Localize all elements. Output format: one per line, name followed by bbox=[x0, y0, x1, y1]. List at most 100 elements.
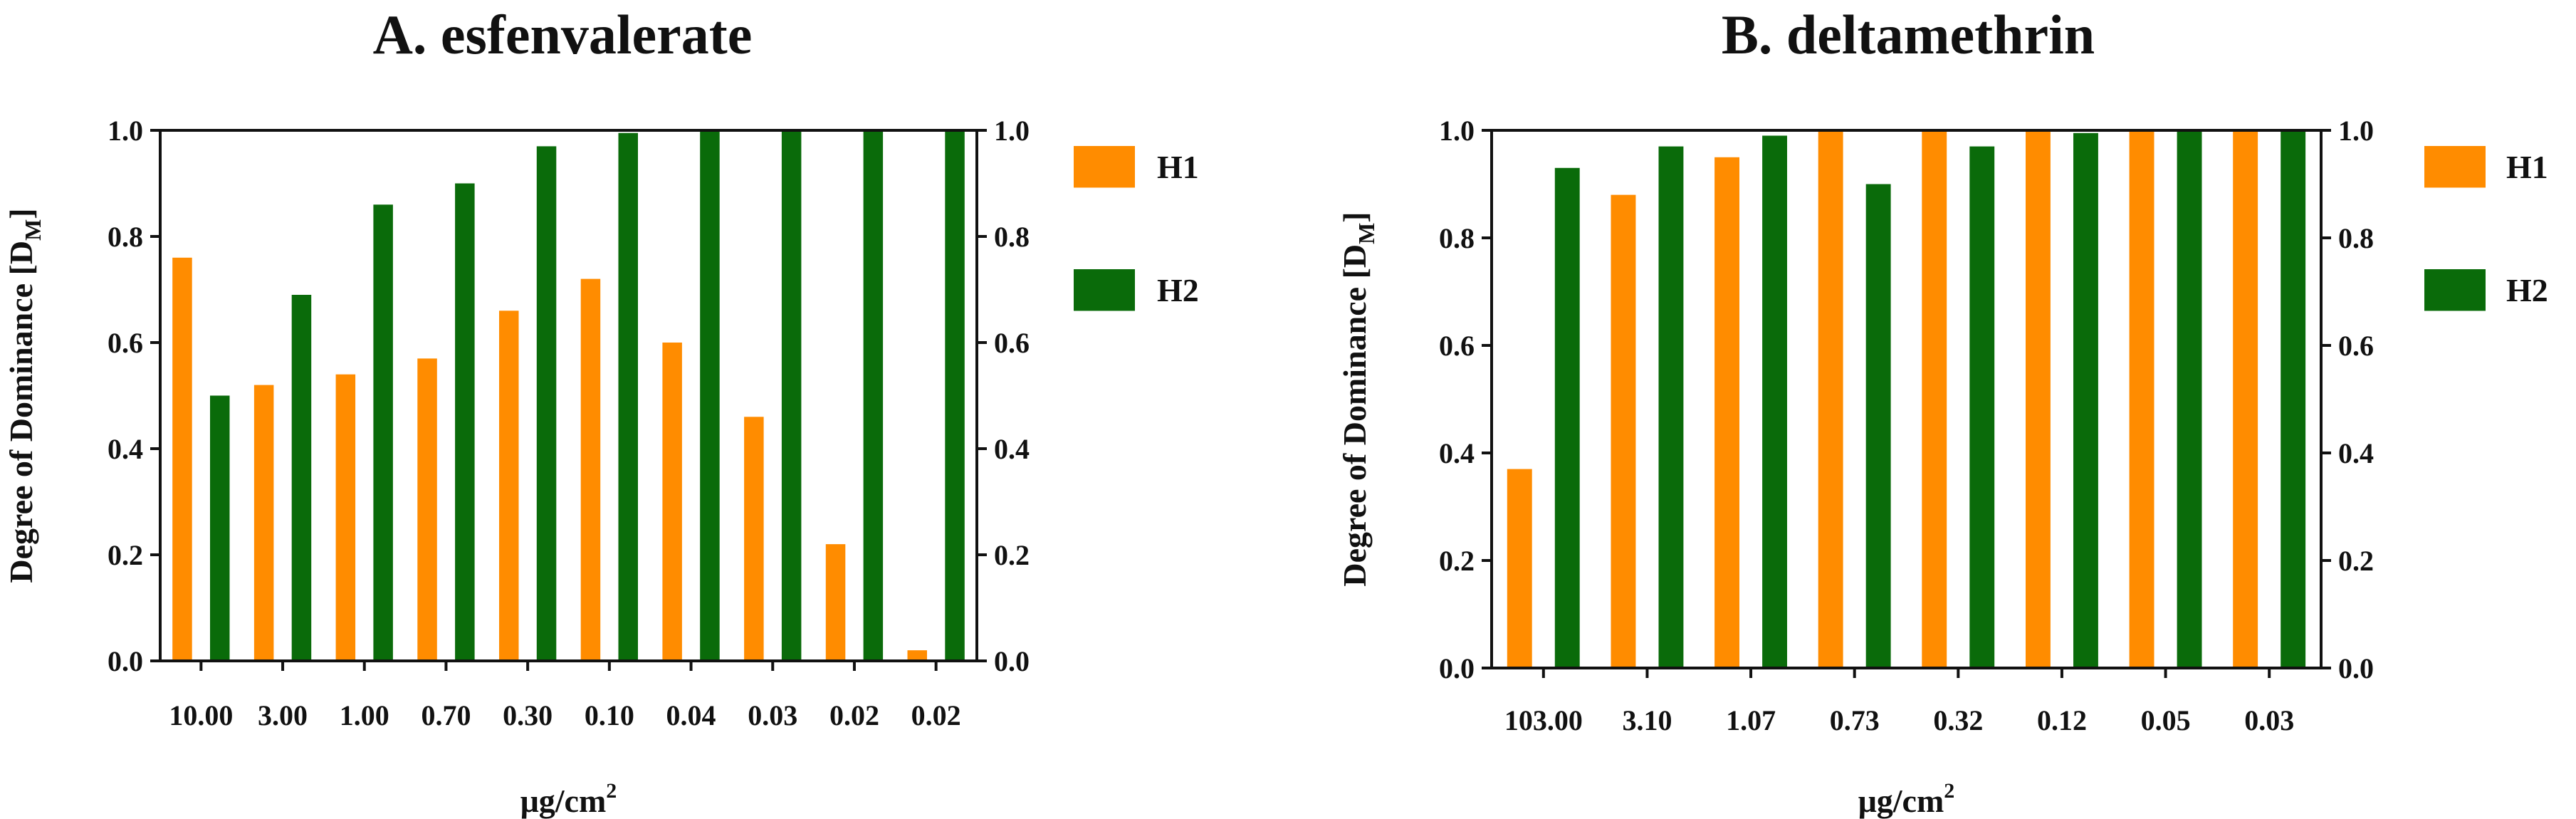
y-tick-right-label: 0.4 bbox=[994, 433, 1030, 465]
bar-h2-2 bbox=[1762, 135, 1787, 668]
bar-h1-1 bbox=[1611, 194, 1636, 669]
y-tick-left-label: 0.8 bbox=[1439, 222, 1475, 254]
y-tick-left-label: 0.6 bbox=[1439, 330, 1475, 362]
y-axis-title-main: Degree of Dominance [D bbox=[1336, 244, 1373, 587]
y-tick-right-label: 0.8 bbox=[994, 221, 1030, 253]
bar-h1-9 bbox=[907, 650, 927, 661]
chart-title: A. esfenvalerate bbox=[373, 4, 753, 66]
legend-label-h2: H2 bbox=[1157, 272, 1199, 308]
bar-h2-7 bbox=[781, 130, 802, 661]
x-tick-label: 0.03 bbox=[748, 699, 797, 731]
x-tick-label: 3.00 bbox=[258, 699, 308, 731]
chart-title: B. deltamethrin bbox=[1722, 4, 2095, 66]
bar-h1-3 bbox=[417, 358, 437, 661]
x-tick-label: 0.05 bbox=[2141, 704, 2191, 736]
bar-h1-0 bbox=[172, 257, 192, 661]
chart-b: B. deltamethrin 0.0 0.2 0.4 0.6 0.8 1.0 0.0 0.2 0… bbox=[1336, 4, 2548, 819]
x-axis-title-main: μg/cm bbox=[1858, 783, 1944, 819]
bar-h2-2 bbox=[373, 204, 393, 661]
y-axis-title-close: ] bbox=[3, 208, 39, 219]
y-tick-right-label: 0.2 bbox=[2338, 545, 2374, 577]
bar-h2-0 bbox=[210, 395, 230, 661]
y-tick-left-label: 0.4 bbox=[108, 433, 143, 465]
bar-h2-5 bbox=[618, 132, 638, 661]
bar-h1-0 bbox=[1507, 469, 1532, 668]
y-tick-left-label: 0.2 bbox=[108, 539, 143, 571]
bar-h1-5 bbox=[2026, 130, 2051, 668]
bar-h1-5 bbox=[580, 278, 601, 662]
bar-h2-9 bbox=[945, 130, 965, 661]
y-tick-left-label: 0.2 bbox=[1439, 545, 1475, 577]
x-tick-label: 1.07 bbox=[1726, 704, 1776, 736]
y-axis-title: Degree of Dominance [DM] bbox=[1336, 212, 1379, 586]
bar-h2-6 bbox=[700, 130, 720, 661]
x-tick-label: 103.00 bbox=[1504, 704, 1583, 736]
bar-h2-3 bbox=[1865, 184, 1891, 668]
x-axis-title: μg/cm2 bbox=[520, 779, 617, 819]
x-tick-label: 0.02 bbox=[911, 699, 961, 731]
bar-h1-8 bbox=[825, 544, 846, 661]
y-tick-left-label: 0.0 bbox=[108, 645, 143, 677]
x-tick-label: 3.10 bbox=[1622, 704, 1672, 736]
bar-h1-4 bbox=[499, 311, 519, 661]
x-axis-title-sup: 2 bbox=[606, 779, 617, 803]
y-tick-left-label: 0.8 bbox=[108, 221, 143, 253]
bar-h2-6 bbox=[2177, 130, 2202, 668]
x-tick-label: 0.32 bbox=[1933, 704, 1983, 736]
legend-swatch-h1 bbox=[2424, 146, 2486, 188]
y-tick-left-label: 0.6 bbox=[108, 327, 143, 359]
y-axis-title-sub: M bbox=[1354, 223, 1379, 244]
y-tick-right-label: 0.0 bbox=[994, 645, 1030, 677]
bar-h1-7 bbox=[744, 417, 764, 661]
y-tick-right-label: 0.6 bbox=[2338, 330, 2374, 362]
x-tick-label: 0.73 bbox=[1830, 704, 1880, 736]
legend-swatch-h1 bbox=[1074, 146, 1135, 188]
bar-h2-8 bbox=[863, 130, 884, 661]
legend-label-h1: H1 bbox=[1157, 149, 1199, 185]
y-tick-left-label: 1.0 bbox=[108, 115, 143, 147]
x-tick-label: 0.03 bbox=[2244, 704, 2294, 736]
bar-h1-2 bbox=[335, 374, 356, 661]
x-axis-title-sup: 2 bbox=[1944, 779, 1954, 803]
y-tick-right-label: 0.4 bbox=[2338, 437, 2374, 469]
bar-h1-6 bbox=[2129, 130, 2154, 668]
bar-h2-0 bbox=[1554, 167, 1580, 669]
legend-label-h2: H2 bbox=[2506, 272, 2548, 308]
x-tick-label: 0.12 bbox=[2037, 704, 2087, 736]
x-tick-label: 10.00 bbox=[169, 699, 233, 731]
y-tick-right-label: 0.6 bbox=[994, 327, 1030, 359]
bar-h2-4 bbox=[1969, 146, 1995, 669]
y-tick-left-label: 1.0 bbox=[1439, 115, 1475, 147]
x-tick-label: 1.00 bbox=[340, 699, 389, 731]
y-tick-left-label: 0.0 bbox=[1439, 652, 1475, 684]
x-tick-label: 0.70 bbox=[421, 699, 471, 731]
chart-a: A. esfenvalerate 0.0 0.2 0.4 0.6 0.8 1.0 0.0 0.2… bbox=[3, 4, 1199, 819]
y-axis-title-sub: M bbox=[20, 219, 46, 241]
legend-label-h1: H1 bbox=[2506, 149, 2548, 185]
bar-h1-2 bbox=[1714, 157, 1739, 669]
bar-h2-1 bbox=[291, 295, 312, 661]
y-tick-right-label: 0.0 bbox=[2338, 652, 2374, 684]
y-axis-title: Degree of Dominance [DM] bbox=[3, 208, 46, 583]
y-tick-right-label: 0.8 bbox=[2338, 222, 2374, 254]
x-tick-label: 0.02 bbox=[829, 699, 879, 731]
y-tick-right-label: 1.0 bbox=[2338, 115, 2374, 147]
bar-h1-6 bbox=[662, 343, 682, 661]
legend-swatch-h2 bbox=[1074, 269, 1135, 311]
x-tick-label: 0.04 bbox=[666, 699, 716, 731]
bar-h2-7 bbox=[2281, 130, 2306, 668]
y-tick-left-label: 0.4 bbox=[1439, 437, 1475, 469]
bar-h2-5 bbox=[2073, 132, 2098, 669]
x-tick-label: 0.10 bbox=[585, 699, 634, 731]
bar-h1-4 bbox=[1922, 130, 1947, 668]
y-axis-title-main: Degree of Dominance [D bbox=[3, 241, 39, 583]
x-axis-title-main: μg/cm bbox=[520, 783, 607, 819]
legend-swatch-h2 bbox=[2424, 269, 2486, 311]
bar-h1-3 bbox=[1818, 130, 1843, 668]
bar-h1-1 bbox=[253, 385, 274, 661]
bar-h2-1 bbox=[1658, 146, 1684, 669]
y-axis-title-close: ] bbox=[1336, 212, 1373, 222]
x-axis-title: μg/cm2 bbox=[1858, 779, 1955, 819]
y-tick-right-label: 1.0 bbox=[994, 115, 1030, 147]
